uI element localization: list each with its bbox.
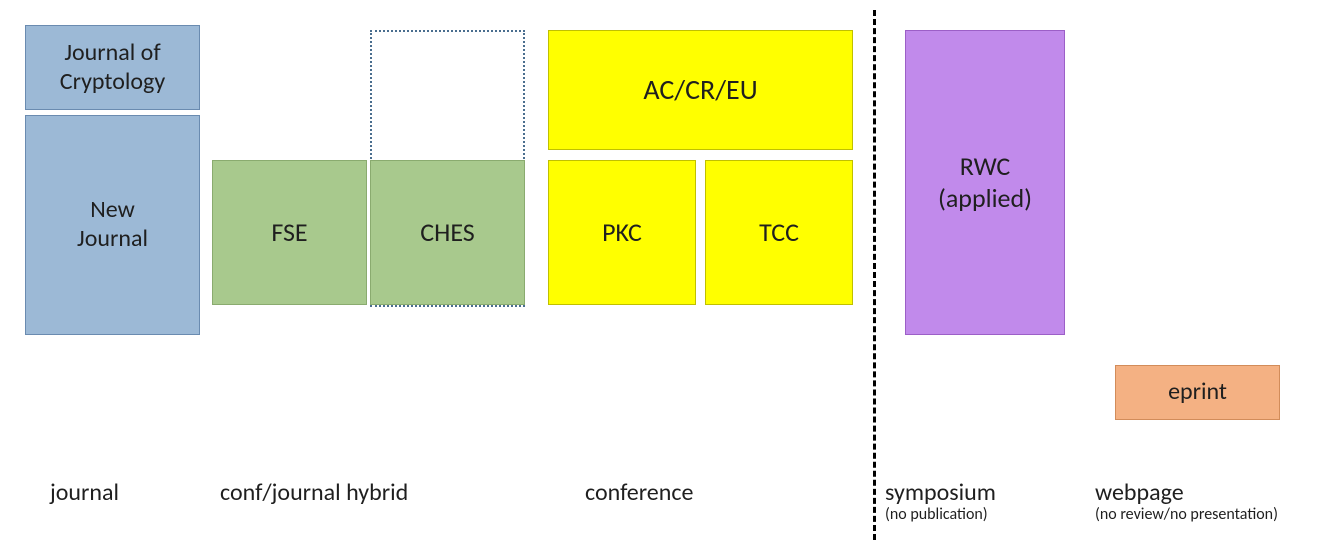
- category-symposium-sub: (no publication): [885, 506, 996, 524]
- rwc-line2: (applied): [938, 182, 1032, 214]
- box-ac-cr-eu: AC/CR/EU: [548, 30, 853, 150]
- ches-label: CHES: [420, 217, 474, 248]
- box-fse: FSE: [212, 160, 367, 305]
- fse-label: FSE: [271, 217, 307, 248]
- box-rwc: RWC (applied): [905, 30, 1065, 335]
- vertical-divider: [873, 10, 876, 540]
- eprint-label: eprint: [1168, 378, 1227, 407]
- category-journal: journal: [50, 480, 119, 506]
- box-new-journal: New Journal: [25, 115, 200, 335]
- category-hybrid-text: conf/journal hybrid: [220, 478, 408, 507]
- box-tcc: TCC: [705, 160, 853, 305]
- tcc-label: TCC: [759, 217, 799, 248]
- category-conference-text: conference: [585, 478, 693, 507]
- joc-line2: Cryptology: [60, 67, 165, 96]
- pkc-label: PKC: [602, 217, 642, 248]
- category-webpage-text: webpage: [1095, 478, 1184, 507]
- category-symposium: symposium (no publication): [885, 480, 996, 524]
- box-ches: CHES: [370, 160, 525, 305]
- joc-line1: Journal of: [64, 38, 160, 67]
- newjournal-line2: Journal: [77, 224, 148, 253]
- category-webpage-sub: (no review/no presentation): [1095, 506, 1278, 524]
- category-journal-text: journal: [50, 478, 119, 507]
- category-conference: conference: [585, 480, 693, 506]
- rwc-line1: RWC: [960, 150, 1011, 182]
- box-eprint: eprint: [1115, 365, 1280, 420]
- category-hybrid: conf/journal hybrid: [220, 480, 408, 506]
- category-webpage: webpage (no review/no presentation): [1095, 480, 1278, 524]
- accreu-label: AC/CR/EU: [643, 73, 757, 107]
- box-journal-of-cryptology: Journal of Cryptology: [25, 25, 200, 110]
- box-pkc: PKC: [548, 160, 696, 305]
- category-symposium-text: symposium: [885, 478, 996, 507]
- newjournal-line1: New: [90, 195, 134, 224]
